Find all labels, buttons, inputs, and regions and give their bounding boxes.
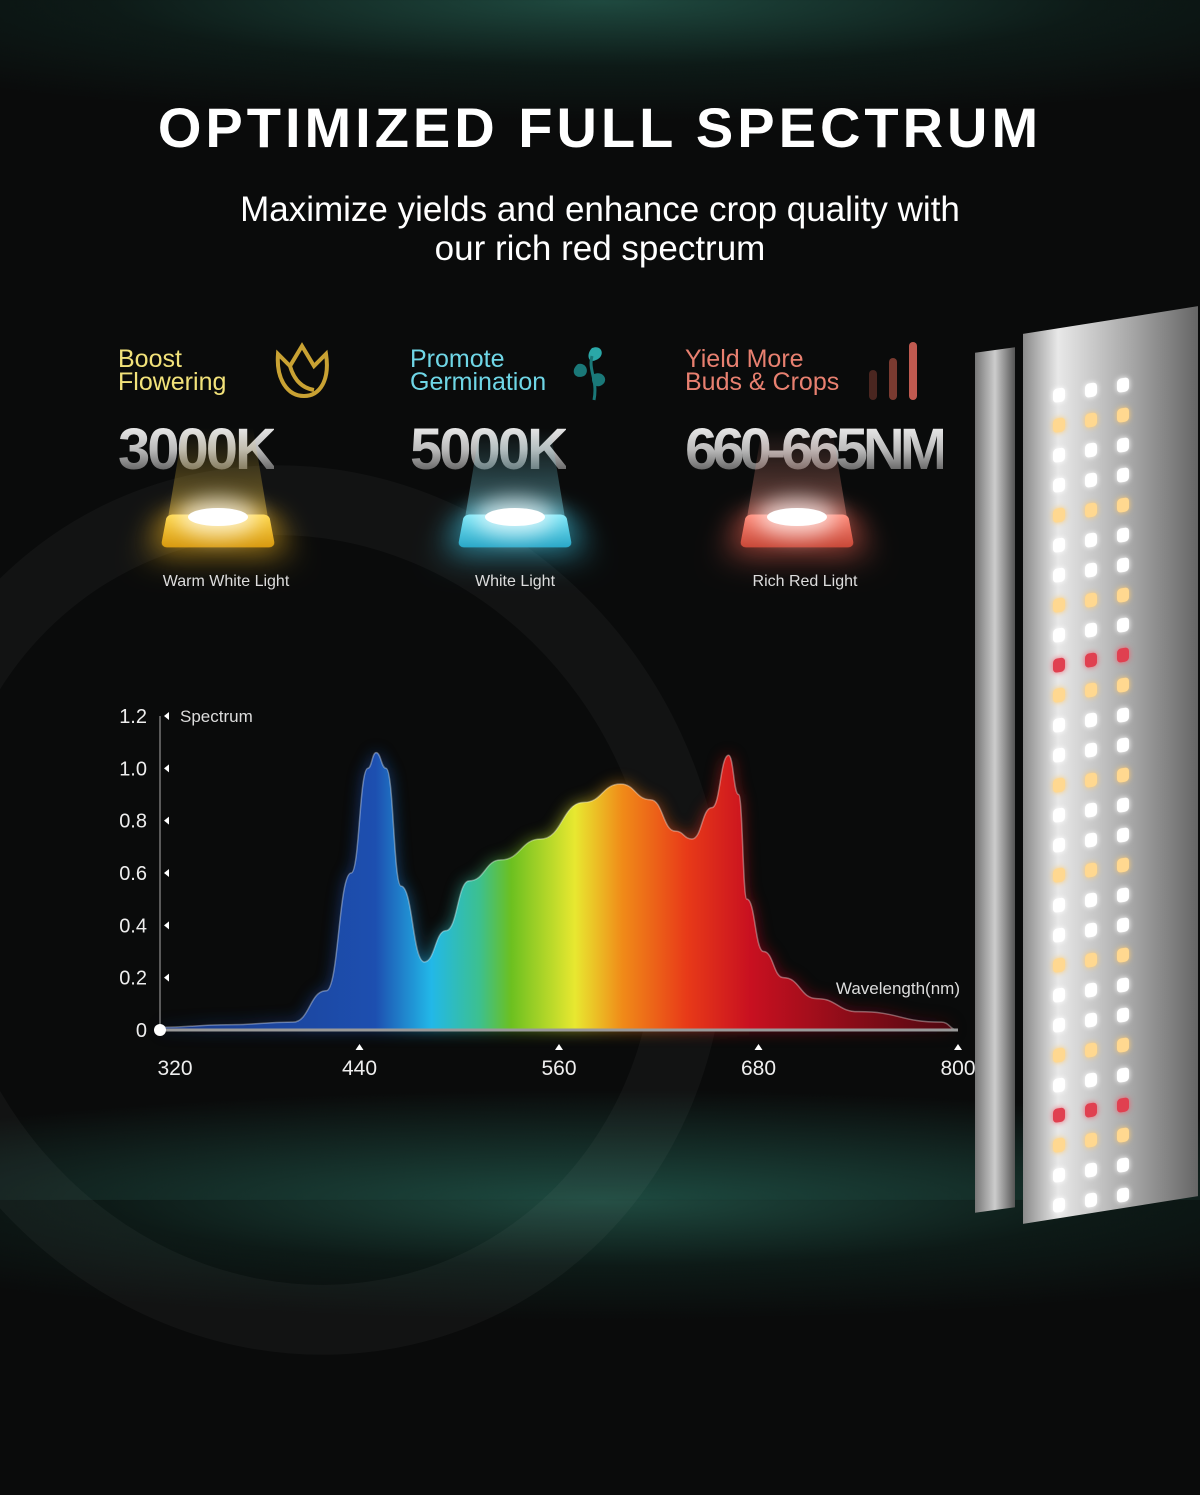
feature-value: 3000K bbox=[118, 417, 277, 482]
page-title: OPTIMIZED FULL SPECTRUM bbox=[157, 96, 1043, 159]
x-tick-label: 440 bbox=[342, 1057, 377, 1080]
y-tick-mark bbox=[164, 921, 169, 930]
led-chip-white bbox=[455, 428, 575, 558]
x-tick-label: 560 bbox=[541, 1057, 576, 1080]
y-tick-label: 0.2 bbox=[119, 968, 147, 990]
y-tick-label: 0.4 bbox=[119, 915, 147, 937]
y-tick-mark bbox=[164, 973, 169, 982]
y-tick-label: 0.6 bbox=[119, 863, 147, 885]
x-tick-label: 800 bbox=[940, 1057, 975, 1080]
y-tick-label: 0.8 bbox=[119, 811, 147, 833]
feature-caption: White Light bbox=[474, 573, 556, 590]
feature-value: 5000K bbox=[410, 417, 569, 482]
spectrum-line bbox=[159, 751, 959, 1031]
led-chip-warm bbox=[158, 428, 278, 558]
sprout-icon bbox=[573, 347, 606, 401]
y-tick-mark bbox=[164, 869, 169, 877]
feature-value: 660-665NM bbox=[685, 417, 948, 482]
tulip-icon bbox=[275, 342, 329, 399]
x-tick-label: 680 bbox=[741, 1057, 776, 1080]
led-chip-red bbox=[737, 428, 857, 558]
feature-warm-white: Boost Flowering 3000K Warm White Light bbox=[118, 342, 398, 590]
spectrum-area bbox=[160, 752, 958, 1030]
feature-caption: Warm White Light bbox=[162, 573, 290, 590]
feature-white: Promote Germination 5000K White Light bbox=[410, 345, 690, 590]
bar-chart-icon bbox=[869, 342, 917, 400]
y-tick-mark bbox=[164, 816, 169, 825]
y-tick-label: 1.2 bbox=[119, 706, 147, 728]
feature-caption: Rich Red Light bbox=[752, 573, 858, 590]
y-tick-mark bbox=[164, 764, 169, 773]
y-tick-mark bbox=[164, 712, 169, 720]
x-tick-mark bbox=[355, 1044, 364, 1050]
axis-origin bbox=[154, 1024, 166, 1036]
feature-heading: Yield More Buds & Crops bbox=[685, 345, 840, 396]
subtitle-line-1: Maximize yields and enhance crop quality… bbox=[240, 190, 960, 229]
x-tick-mark bbox=[555, 1044, 563, 1050]
feature-rich-red: Yield More Buds & Crops 660-665NM Rich R… bbox=[685, 342, 965, 590]
subtitle-line-2: our rich red spectrum bbox=[434, 229, 766, 268]
x-tick-mark bbox=[954, 1044, 962, 1050]
y-axis-label: Spectrum bbox=[180, 707, 253, 726]
page-subtitle: Maximize yields and enhance crop quality… bbox=[0, 190, 1200, 268]
y-tick-label: 0 bbox=[136, 1020, 147, 1042]
x-axis-label: Wavelength(nm) bbox=[836, 979, 960, 998]
x-tick-label: 320 bbox=[157, 1057, 192, 1080]
feature-heading: Boost Flowering bbox=[118, 345, 227, 396]
y-tick-label: 1.0 bbox=[119, 758, 147, 780]
x-tick-mark bbox=[754, 1044, 763, 1050]
spectrum-chart: 0 0.2 0.4 0.6 0.8 1.0 1.2 320 440 560 680 800 Spect… bbox=[119, 706, 975, 1080]
feature-heading: Promote Germination bbox=[410, 345, 547, 396]
